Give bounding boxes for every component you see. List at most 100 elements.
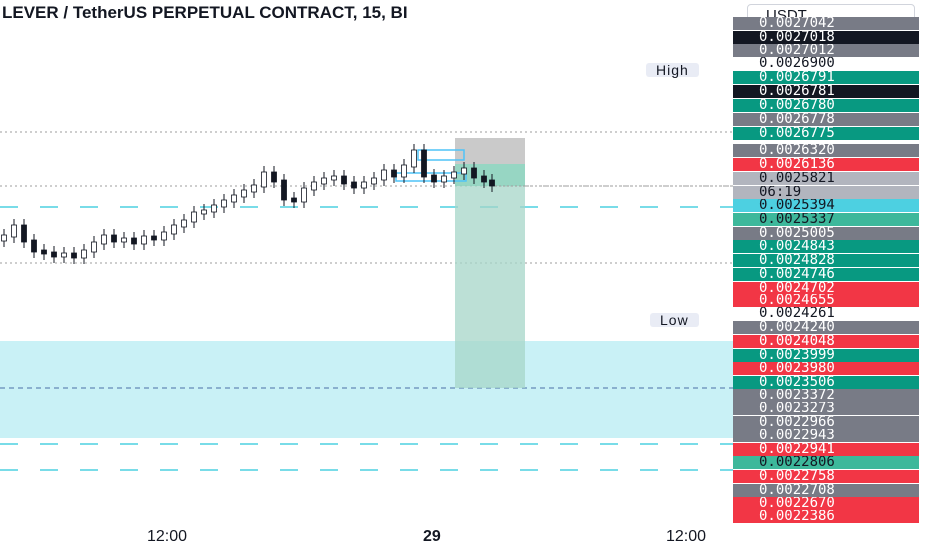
price-label: 0.0026791 <box>733 71 919 84</box>
price-label: 0.0022758 <box>733 470 919 483</box>
candle-body <box>71 252 77 259</box>
price-label: 0.0024702 <box>733 282 919 295</box>
price-label: 0.0027042 <box>733 17 919 30</box>
price-label: 0.0022386 <box>733 510 919 523</box>
candle-body <box>111 234 117 243</box>
price-label: 0.0024261 <box>733 307 919 320</box>
candle-body <box>161 231 167 241</box>
candlesticks <box>1 144 495 264</box>
candle-body <box>131 237 137 245</box>
price-label: 06:19 <box>733 186 919 199</box>
candle-body <box>121 237 127 243</box>
candle-body <box>21 224 27 243</box>
candle-body <box>31 239 37 253</box>
price-label: 0.0026781 <box>733 85 919 98</box>
price-label: 0.0026320 <box>733 144 919 157</box>
candle-body <box>151 235 157 241</box>
price-label: 0.0025821 <box>733 172 919 185</box>
price-label: 0.0024048 <box>733 335 919 348</box>
price-label: 0.0027012 <box>733 44 919 57</box>
position-stop-box[interactable] <box>455 138 525 164</box>
demand-zone <box>0 341 733 438</box>
price-label: 0.0026780 <box>733 99 919 112</box>
candle-body <box>141 235 147 245</box>
candle-body <box>431 174 437 183</box>
candle-body <box>191 211 197 223</box>
candle-body <box>391 169 397 178</box>
candle-body <box>421 149 427 178</box>
drawing-box[interactable] <box>417 149 465 161</box>
candle-body <box>181 219 187 228</box>
price-label: 0.0026778 <box>733 113 919 126</box>
price-axis[interactable]: 0.0027042 0.0027018 0.0027012 0.0026900 0.00… <box>733 0 932 550</box>
candle-body <box>321 177 327 185</box>
price-label: 0.0022708 <box>733 484 919 497</box>
candle-body <box>91 241 97 253</box>
candle-body <box>271 171 277 183</box>
position-target-box[interactable] <box>455 164 525 388</box>
candle-body <box>411 149 417 168</box>
candle-body <box>451 171 457 179</box>
candle-body <box>61 252 67 258</box>
candle-body <box>11 224 17 238</box>
price-label: 0.0024655 <box>733 294 919 307</box>
price-label: 0.0022670 <box>733 497 919 510</box>
candle-body <box>101 234 107 245</box>
price-label: 0.0025337 <box>733 213 919 226</box>
candle-body <box>261 171 267 188</box>
candle-body <box>481 175 487 183</box>
price-label: 0.0022806 <box>733 456 919 469</box>
price-label: 0.0022941 <box>733 443 919 456</box>
candle-body <box>489 179 495 187</box>
candle-body <box>51 251 57 258</box>
candle-body <box>211 204 217 213</box>
candle-body <box>341 175 347 185</box>
price-label: 0.0026136 <box>733 158 919 171</box>
candle-body <box>81 249 87 259</box>
candle-body <box>41 249 47 255</box>
candle-body <box>401 164 407 178</box>
price-label: 0.0022943 <box>733 429 919 442</box>
candle-body <box>311 181 317 191</box>
price-label: 0.0022966 <box>733 416 919 429</box>
price-label: 0.0023999 <box>733 349 919 362</box>
price-label: 0.0026900 <box>733 57 919 70</box>
low-label: Low <box>650 313 699 327</box>
time-label: 29 <box>423 528 441 545</box>
candle-body <box>251 184 257 193</box>
candle-body <box>231 194 237 203</box>
candle-body <box>471 167 477 179</box>
candle-body <box>441 175 447 183</box>
price-label: 0.0027018 <box>733 31 919 44</box>
price-label: 0.0024843 <box>733 240 919 253</box>
price-label: 0.0023506 <box>733 376 919 389</box>
price-label: 0.0026775 <box>733 127 919 140</box>
time-label: 12:00 <box>666 528 707 545</box>
price-label: 0.0025394 <box>733 199 919 212</box>
candle-body <box>371 177 377 185</box>
candle-body <box>301 187 307 203</box>
candle-body <box>381 169 387 181</box>
candle-body <box>331 175 337 181</box>
price-label: 0.0024828 <box>733 254 919 267</box>
candle-body <box>171 224 177 235</box>
chart-area[interactable] <box>0 0 733 524</box>
price-label: 0.0024240 <box>733 321 919 334</box>
candle-body <box>351 181 357 189</box>
candle-body <box>461 167 467 175</box>
price-label: 0.0023980 <box>733 362 919 375</box>
candle-body <box>281 179 287 201</box>
candle-body <box>291 197 297 203</box>
candle-body <box>201 209 207 215</box>
candle-body <box>1 234 7 242</box>
price-label: 0.0024746 <box>733 268 919 281</box>
candle-body <box>241 189 247 198</box>
candle-body <box>361 181 367 189</box>
time-label: 12:00 <box>147 528 188 545</box>
price-label: 0.0023372 <box>733 389 919 402</box>
candle-body <box>221 199 227 208</box>
chart-title: LEVER / TetherUS PERPETUAL CONTRACT, 15,… <box>2 3 408 22</box>
price-label: 0.0023273 <box>733 402 919 415</box>
price-label: 0.0025005 <box>733 227 919 240</box>
high-label: High <box>646 63 699 77</box>
